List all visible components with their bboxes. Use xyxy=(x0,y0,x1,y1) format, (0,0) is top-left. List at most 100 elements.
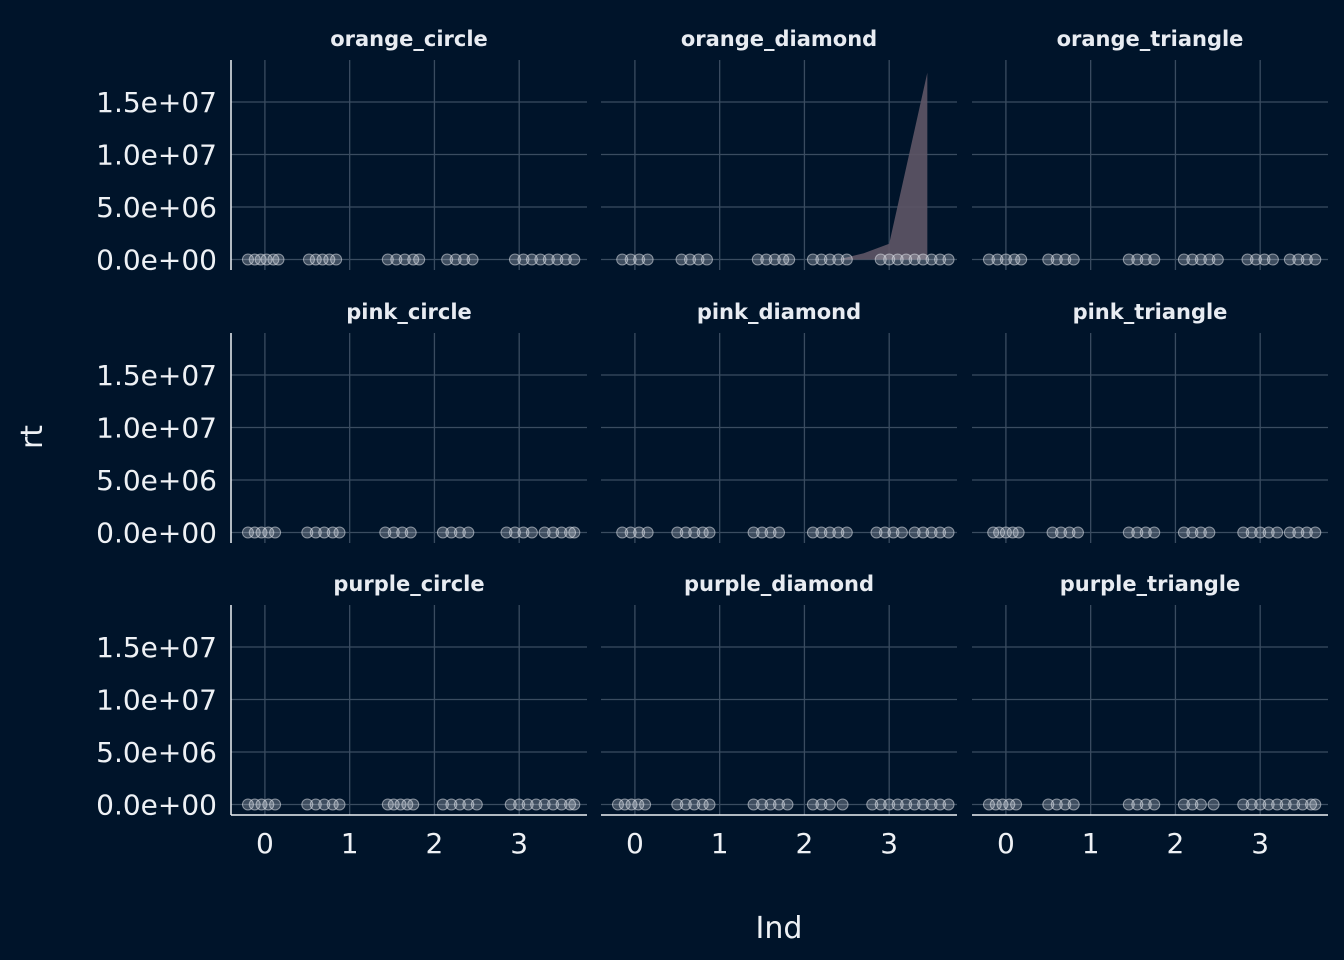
data-point xyxy=(934,798,947,811)
data-point xyxy=(878,526,891,539)
data-point xyxy=(301,526,314,539)
data-point xyxy=(407,798,420,811)
x-axis-title: Ind xyxy=(756,911,803,946)
data-point xyxy=(823,253,836,266)
data-point xyxy=(696,798,709,811)
data-point xyxy=(309,526,322,539)
data-point xyxy=(1177,798,1190,811)
x-tick-label: 3 xyxy=(1251,827,1269,860)
data-point xyxy=(1203,253,1216,266)
data-point xyxy=(700,253,713,266)
data-point xyxy=(1148,253,1161,266)
y-tick-label: 0.0e+00 xyxy=(96,517,217,550)
data-point xyxy=(1186,253,1199,266)
data-point xyxy=(874,798,887,811)
data-point xyxy=(625,798,638,811)
data-point xyxy=(883,253,896,266)
data-point xyxy=(1063,526,1076,539)
data-point xyxy=(883,798,896,811)
data-point xyxy=(1122,253,1135,266)
data-point xyxy=(696,526,709,539)
data-point xyxy=(559,253,572,266)
y-tick-label: 5.0e+06 xyxy=(96,191,217,224)
data-point xyxy=(1122,526,1135,539)
data-point xyxy=(1067,253,1080,266)
x-tick-label: 2 xyxy=(796,827,814,860)
data-point xyxy=(272,253,285,266)
y-tick-label: 1.5e+07 xyxy=(96,86,217,119)
data-point xyxy=(453,798,466,811)
data-point xyxy=(679,798,692,811)
panel-title: orange_diamond xyxy=(681,27,877,51)
data-point xyxy=(1042,798,1055,811)
data-point xyxy=(466,253,479,266)
data-point xyxy=(836,798,849,811)
data-point xyxy=(318,526,331,539)
data-point xyxy=(1015,253,1028,266)
data-point xyxy=(942,526,955,539)
data-point xyxy=(508,253,521,266)
data-point xyxy=(934,253,947,266)
data-point xyxy=(806,798,819,811)
data-point xyxy=(398,253,411,266)
data-point xyxy=(832,526,845,539)
data-point xyxy=(1292,253,1305,266)
data-point xyxy=(823,526,836,539)
data-point xyxy=(379,526,392,539)
data-point xyxy=(1131,526,1144,539)
data-point xyxy=(1194,526,1207,539)
data-point xyxy=(436,526,449,539)
data-point xyxy=(262,798,275,811)
data-point xyxy=(564,798,577,811)
data-point xyxy=(692,253,705,266)
data-point xyxy=(255,526,268,539)
data-point xyxy=(462,798,475,811)
data-point xyxy=(517,526,530,539)
data-point xyxy=(703,798,716,811)
x-tick-label: 2 xyxy=(1167,827,1185,860)
data-point xyxy=(1059,253,1072,266)
data-point xyxy=(241,526,254,539)
data-point xyxy=(301,798,314,811)
data-point xyxy=(760,253,773,266)
panel-orange-triangle: orange_triangle xyxy=(972,27,1328,270)
data-point xyxy=(751,253,764,266)
data-point xyxy=(1254,526,1267,539)
data-point xyxy=(815,253,828,266)
data-point xyxy=(462,526,475,539)
panel-title: pink_diamond xyxy=(697,300,861,324)
data-point xyxy=(396,526,409,539)
data-point xyxy=(508,526,521,539)
data-point xyxy=(241,253,254,266)
y-tick-label: 5.0e+06 xyxy=(96,464,217,497)
data-point xyxy=(1262,526,1275,539)
panel-orange-circle: orange_circle 0.0e+00 5.0e+06 1.0e+07 1.5e+0… xyxy=(96,27,587,277)
data-point xyxy=(773,526,785,539)
panel-pink-circle: pink_circle 0.0e+00 5.0e+06 1.0e+07 1.5e+07 xyxy=(96,300,587,550)
x-tick-label: 0 xyxy=(626,827,644,860)
data-point xyxy=(633,253,646,266)
data-point xyxy=(900,798,913,811)
data-point xyxy=(756,526,769,539)
data-point xyxy=(639,798,652,811)
data-point xyxy=(302,253,315,266)
data-point xyxy=(925,798,938,811)
data-point xyxy=(917,526,930,539)
data-point xyxy=(525,253,538,266)
data-point xyxy=(688,798,701,811)
data-point xyxy=(908,798,921,811)
data-point xyxy=(453,526,466,539)
data-point xyxy=(671,526,684,539)
x-tick-label: 0 xyxy=(997,827,1015,860)
data-point xyxy=(500,526,513,539)
data-point xyxy=(333,798,346,811)
data-point xyxy=(542,253,555,266)
data-point xyxy=(832,253,845,266)
data-point xyxy=(632,798,645,811)
data-point xyxy=(326,798,339,811)
data-point xyxy=(768,253,781,266)
data-point xyxy=(942,253,955,266)
data-point xyxy=(1148,798,1161,811)
data-point xyxy=(445,798,458,811)
data-point xyxy=(1139,798,1152,811)
